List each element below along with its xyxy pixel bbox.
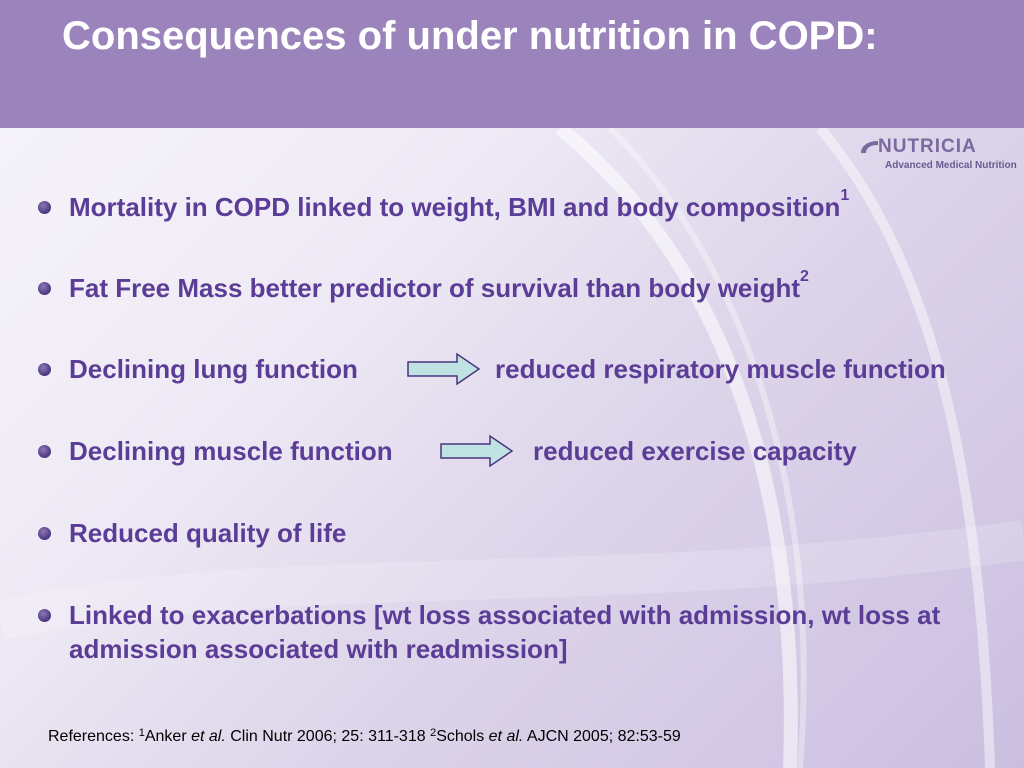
bullet-dot-icon [38, 445, 51, 458]
bullet-dot-icon [38, 527, 51, 540]
bullet-text-left: Declining lung function [69, 354, 358, 384]
slide-title: Consequences of under nutrition in COPD: [62, 14, 878, 58]
footnote-marker: 1 [840, 187, 850, 204]
nutricia-logo: NUTRICIA Advanced Medical Nutrition [858, 136, 1017, 176]
bullet-text: Fat Free Mass better predictor of surviv… [69, 273, 801, 303]
bullet-dot-icon [38, 609, 51, 622]
logo-tagline: Advanced Medical Nutrition [885, 160, 1017, 171]
bullet-text-right: reduced exercise capacity [533, 436, 857, 466]
references: References: 1Anker et al. Clin Nutr 2006… [48, 727, 681, 746]
title-bar: Consequences of under nutrition in COPD: [0, 0, 1024, 128]
bullet-text-left: Declining muscle function [69, 436, 393, 466]
right-arrow-icon [407, 352, 481, 386]
footnote-marker: 2 [800, 268, 809, 285]
nutricia-logo-mark-icon [861, 141, 878, 153]
bullet-text-right: reduced respiratory muscle function [495, 354, 946, 384]
bullet-text: Reduced quality of life [69, 518, 347, 548]
bullet-dot-icon [38, 282, 51, 295]
bullet-dot-icon [38, 363, 51, 376]
bullet-dot-icon [38, 201, 51, 214]
bullet-text: Linked to exacerbations [wt loss associa… [69, 600, 941, 664]
logo-wordmark: NUTRICIA [878, 136, 977, 157]
right-arrow-icon [440, 434, 514, 468]
bullet-text: Mortality in COPD linked to weight, BMI … [69, 192, 841, 222]
